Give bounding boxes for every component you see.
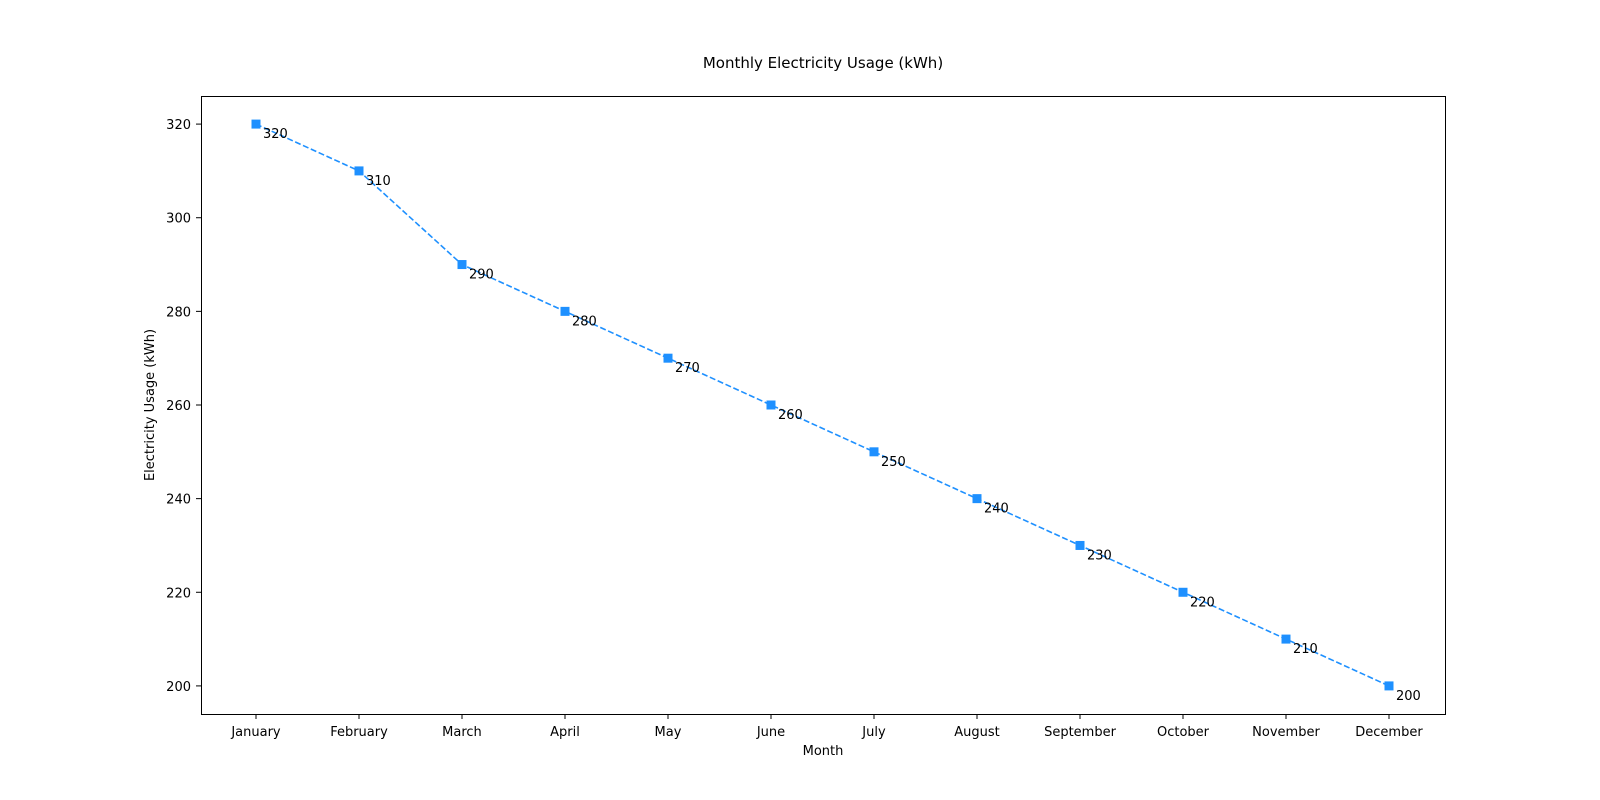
x-tick-label: March <box>442 725 482 740</box>
data-point-marker <box>354 166 364 176</box>
y-tick-label: 240 <box>166 493 191 508</box>
x-tick-label: July <box>861 725 886 740</box>
data-point-marker <box>1178 587 1188 597</box>
data-label: 260 <box>778 408 803 423</box>
data-point-marker <box>1281 634 1291 644</box>
plot-frame <box>201 96 1446 715</box>
series-layer <box>251 119 1394 691</box>
data-label: 210 <box>1293 642 1318 657</box>
data-point-marker <box>663 353 673 363</box>
x-tick-label: June <box>756 725 785 740</box>
x-tick-label: September <box>1044 725 1117 740</box>
series-line <box>255 123 1390 687</box>
x-tick-label: January <box>230 725 281 740</box>
data-label: 250 <box>881 455 906 470</box>
y-tick-label: 260 <box>166 399 191 414</box>
x-axis: January February March April May June July Augu… <box>230 714 1423 740</box>
data-point-marker <box>972 494 982 504</box>
data-label: 280 <box>572 314 597 329</box>
data-label: 200 <box>1396 689 1421 704</box>
x-tick-label: February <box>330 725 388 740</box>
data-point-marker <box>457 260 467 270</box>
y-tick-label: 220 <box>166 586 191 601</box>
data-point-marker <box>560 306 570 316</box>
data-label: 270 <box>675 361 700 376</box>
data-point-marker <box>251 119 261 129</box>
data-label: 240 <box>984 502 1009 517</box>
data-label: 310 <box>366 174 391 189</box>
y-tick-label: 200 <box>166 680 191 695</box>
x-tick-label: October <box>1157 725 1210 740</box>
x-tick-label: August <box>954 725 1000 740</box>
data-label: 220 <box>1190 595 1215 610</box>
data-label: 230 <box>1087 548 1112 563</box>
data-point-marker <box>1075 540 1085 550</box>
data-label: 290 <box>469 268 494 283</box>
data-point-marker <box>869 447 879 457</box>
x-tick-label: December <box>1355 725 1423 740</box>
data-labels: 320 310 290 280 270 260 250 240 230 220 210 200 <box>263 127 1421 704</box>
data-label: 320 <box>263 127 288 142</box>
data-point-marker <box>1384 681 1394 691</box>
y-tick-label: 300 <box>166 212 191 227</box>
y-tick-label: 280 <box>166 305 191 320</box>
y-axis-label: Electricity Usage (kWh) <box>143 329 158 481</box>
x-tick-label: April <box>550 725 580 740</box>
y-tick-label: 320 <box>166 118 191 133</box>
x-tick-label: May <box>655 725 682 740</box>
chart-title: Monthly Electricity Usage (kWh) <box>703 54 943 72</box>
x-axis-label: Month <box>803 744 844 759</box>
data-point-marker <box>766 400 776 410</box>
x-tick-label: November <box>1252 725 1320 740</box>
y-axis: 200 220 240 260 280 300 320 <box>166 118 201 695</box>
